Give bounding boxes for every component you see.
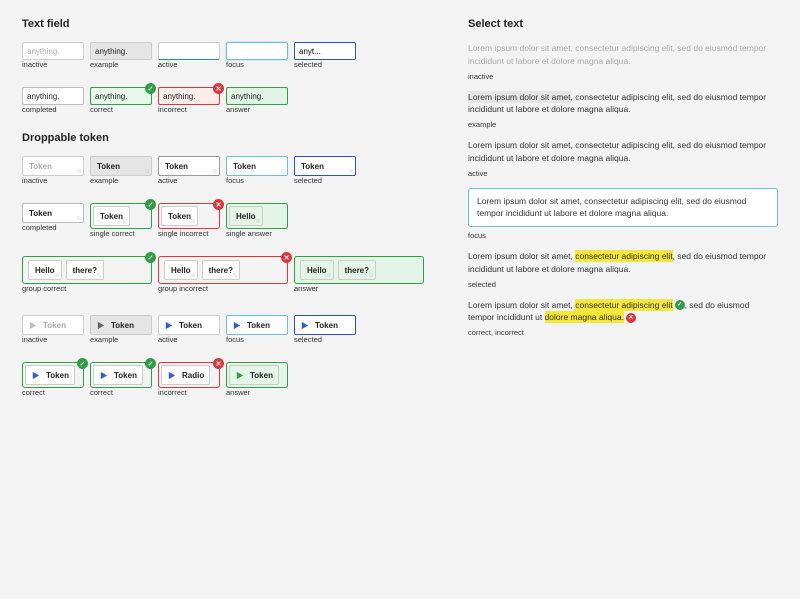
label-answer: answer <box>226 105 288 114</box>
token-focus[interactable]: Token <box>226 156 288 176</box>
textfield-answer[interactable]: anything. <box>226 87 288 105</box>
play-icon <box>25 318 39 332</box>
textfield-row-2: anything.completed anything.✓correct any… <box>22 87 442 128</box>
token-active[interactable]: Token <box>158 156 220 176</box>
selecttext-selected[interactable]: Lorem ipsum dolor sit amet, consectetur … <box>468 250 778 276</box>
group-answer[interactable]: Hellothere? <box>294 256 424 284</box>
token-example[interactable]: Token <box>90 156 152 176</box>
selecttext-active[interactable]: Lorem ipsum dolor sit amet, consectetur … <box>468 139 778 165</box>
play-row-1: Tokeninactive Tokenexample Tokenactive T… <box>22 315 442 358</box>
play-icon <box>93 318 107 332</box>
section-select-title: Select text <box>468 18 778 30</box>
label-correct: correct <box>90 105 152 114</box>
playtoken-correct2[interactable]: Token✓ <box>90 362 152 388</box>
play-icon <box>164 368 178 382</box>
token-correct[interactable]: Token✓ <box>90 203 152 229</box>
textfield-active[interactable] <box>158 42 220 60</box>
playtoken-incorrect[interactable]: Radio✕ <box>158 362 220 388</box>
play-icon <box>229 318 243 332</box>
play-icon <box>28 368 42 382</box>
play-row-2: Token✓correct Token✓correct Radio✕incorr… <box>22 362 442 411</box>
token-incorrect[interactable]: Token✕ <box>158 203 220 229</box>
textfield-selected[interactable]: anyt... <box>294 42 356 60</box>
x-icon: ✕ <box>626 313 636 323</box>
x-icon: ✕ <box>213 199 224 210</box>
token-row-2: Tokencompleted Token✓single correct Toke… <box>22 203 442 252</box>
play-icon <box>297 318 311 332</box>
label-example: example <box>90 60 152 69</box>
token-row-1: Tokeninactive Tokenexample Tokenactive T… <box>22 156 442 199</box>
check-icon: ✓ <box>77 358 88 369</box>
textfield-completed[interactable]: anything. <box>22 87 84 105</box>
check-icon: ✓ <box>145 358 156 369</box>
selecttext-correct-incorrect[interactable]: Lorem ipsum dolor sit amet, consectetur … <box>468 299 778 325</box>
token-answer[interactable]: Hello <box>226 203 288 229</box>
token-group-row: Hellothere?✓group correct Hellothere?✕gr… <box>22 256 442 307</box>
textfield-row-1: anything.inactive anything.example activ… <box>22 42 442 83</box>
play-icon <box>161 318 175 332</box>
textfield-correct[interactable]: anything.✓ <box>90 87 152 105</box>
check-icon: ✓ <box>145 252 156 263</box>
group-correct[interactable]: Hellothere?✓ <box>22 256 152 284</box>
playtoken-inactive[interactable]: Token <box>22 315 84 335</box>
playtoken-focus[interactable]: Token <box>226 315 288 335</box>
check-icon: ✓ <box>145 83 156 94</box>
playtoken-answer[interactable]: Token <box>226 362 288 388</box>
label-incorrect: incorrect <box>158 105 220 114</box>
selecttext-focus[interactable]: Lorem ipsum dolor sit amet, consectetur … <box>468 188 778 228</box>
playtoken-example[interactable]: Token <box>90 315 152 335</box>
token-inactive[interactable]: Token <box>22 156 84 176</box>
textfield-inactive[interactable]: anything. <box>22 42 84 60</box>
textfield-example[interactable]: anything. <box>90 42 152 60</box>
playtoken-selected[interactable]: Token <box>294 315 356 335</box>
selecttext-inactive[interactable]: Lorem ipsum dolor sit amet, consectetur … <box>468 42 778 68</box>
label-focus: focus <box>226 60 288 69</box>
textfield-focus[interactable] <box>226 42 288 60</box>
playtoken-active[interactable]: Token <box>158 315 220 335</box>
check-icon: ✓ <box>145 199 156 210</box>
label-inactive: inactive <box>22 60 84 69</box>
section-textfield-title: Text field <box>22 18 442 30</box>
selecttext-example[interactable]: Lorem ipsum dolor sit amet, consectetur … <box>468 91 778 117</box>
label-completed: completed <box>22 105 84 114</box>
playtoken-correct[interactable]: Token✓ <box>22 362 84 388</box>
label-selected: selected <box>294 60 356 69</box>
check-icon: ✓ <box>675 300 685 310</box>
token-completed[interactable]: Token <box>22 203 84 223</box>
token-selected[interactable]: Token <box>294 156 356 176</box>
play-icon <box>232 368 246 382</box>
section-droppable-title: Droppable token <box>22 132 442 144</box>
textfield-incorrect[interactable]: anything.✕ <box>158 87 220 105</box>
group-incorrect[interactable]: Hellothere?✕ <box>158 256 288 284</box>
label-active: active <box>158 60 220 69</box>
play-icon <box>96 368 110 382</box>
x-icon: ✕ <box>213 83 224 94</box>
x-icon: ✕ <box>213 358 224 369</box>
x-icon: ✕ <box>281 252 292 263</box>
